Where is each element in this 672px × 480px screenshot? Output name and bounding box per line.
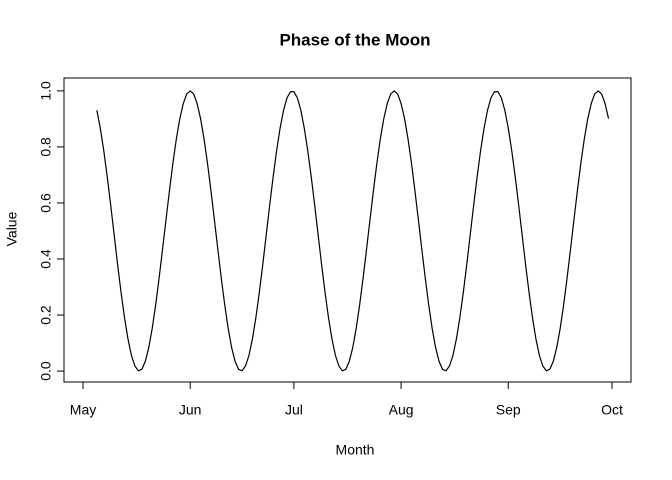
x-tick-label: May xyxy=(70,402,96,418)
y-tick-label: 0.8 xyxy=(38,137,54,157)
x-tick-label: Jun xyxy=(179,402,202,418)
y-tick-label: 0.6 xyxy=(38,193,54,213)
x-tick-label: Aug xyxy=(389,402,414,418)
plot-frame xyxy=(63,77,632,383)
y-tick-label: 0.2 xyxy=(38,305,54,325)
y-axis-label: Value xyxy=(4,211,20,246)
chart-title: Phase of the Moon xyxy=(279,30,430,49)
data-line xyxy=(96,90,610,372)
y-tick-label: 0.0 xyxy=(38,361,54,381)
x-tick-label: Jul xyxy=(285,402,303,418)
y-tick-label: 0.4 xyxy=(38,249,54,269)
x-tick-label: Sep xyxy=(496,402,521,418)
x-tick-label: Oct xyxy=(601,402,623,418)
y-tick-label: 1.0 xyxy=(38,81,54,101)
x-axis-label: Month xyxy=(336,442,375,458)
